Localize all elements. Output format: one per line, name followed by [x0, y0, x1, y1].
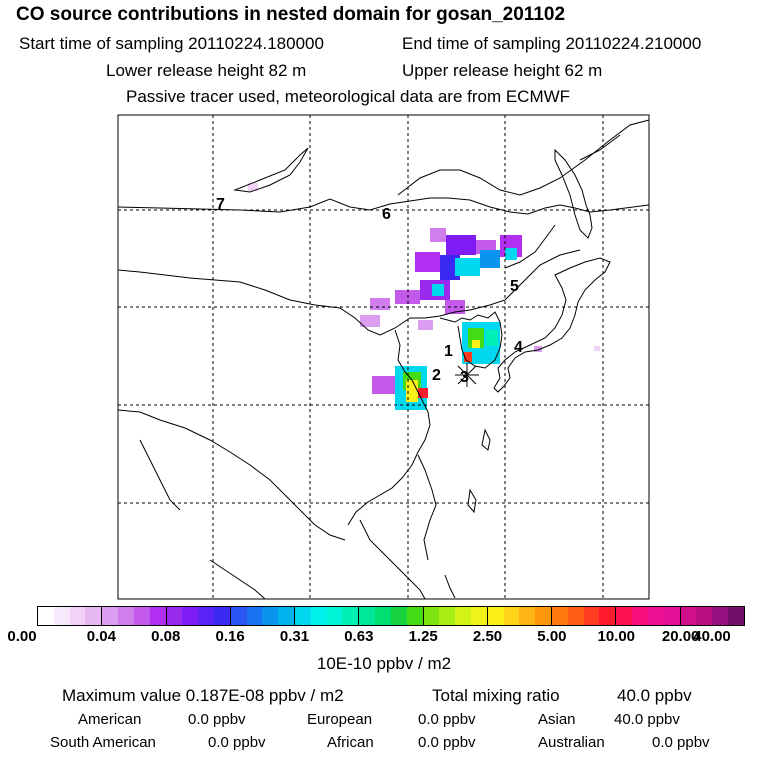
color-scale-tick-label: 0.00 — [7, 628, 37, 645]
region-label-4: 4 — [514, 339, 523, 356]
color-scale-segment — [567, 607, 584, 625]
african-value: 0.0 ppbv — [418, 734, 476, 751]
map-title: CO source contributions in nested domain… — [16, 4, 566, 25]
color-scale-segment — [727, 607, 744, 625]
australian-label: Australian — [538, 734, 605, 751]
color-scale-tick-label: 0.16 — [215, 628, 245, 645]
color-scale-segment — [85, 607, 103, 625]
color-scale-segment — [246, 607, 263, 625]
color-scale-segment — [69, 607, 86, 625]
color-scale-tick-label: 0.31 — [279, 628, 310, 645]
color-scale-segment — [487, 607, 504, 625]
color-scale-segment — [133, 607, 150, 625]
maximum-value-label: Maximum value 0.187E-08 ppbv / m2 — [62, 686, 344, 705]
color-scale-segment — [519, 607, 536, 625]
color-scale-segment — [470, 607, 488, 625]
asian-label: Asian — [538, 711, 576, 728]
color-scale-segment — [632, 607, 648, 625]
color-scale-segment — [342, 607, 360, 625]
start-time-label: Start time of sampling 20110224.180000 — [19, 34, 324, 53]
color-scale-segment — [455, 607, 471, 625]
color-scale-segment — [712, 607, 728, 625]
color-scale-tick-label: 2.50 — [472, 628, 503, 645]
region-label-6: 6 — [382, 206, 391, 223]
receptor-star-icon — [455, 363, 479, 387]
concentration-plume-korea — [462, 322, 600, 364]
color-scale-segment — [230, 607, 247, 625]
color-scale-segment — [166, 607, 183, 625]
end-time-label: End time of sampling 20110224.210000 — [402, 34, 702, 53]
color-scale-segment — [406, 607, 424, 625]
color-scale-segment — [599, 607, 617, 625]
region-label-2: 2 — [432, 367, 441, 384]
color-scale-segment — [118, 607, 134, 625]
lower-release-height-label: Lower release height 82 m — [106, 61, 307, 80]
color-scale-segment — [439, 607, 456, 625]
graticule — [118, 115, 649, 599]
region-label-1: 1 — [444, 343, 453, 360]
south-american-label: South American — [50, 734, 156, 751]
color-scale-segment — [696, 607, 713, 625]
region-label-7: 7 — [216, 196, 225, 213]
color-scale-segment — [295, 607, 311, 625]
color-scale-segment — [535, 607, 552, 625]
color-scale-segment — [182, 607, 199, 625]
color-scale-segment — [375, 607, 391, 625]
color-scale-bar — [37, 606, 745, 626]
tracer-note-label: Passive tracer used, meteorological data… — [126, 87, 571, 106]
color-scale-tick-label: 1.25 — [408, 628, 438, 645]
color-scale-tick-label: 0.08 — [151, 628, 181, 645]
color-scale-segment — [503, 607, 520, 625]
american-label: American — [78, 711, 142, 728]
color-scale-unit: 10E-10 ppbv / m2 — [316, 654, 452, 673]
color-scale-segment — [390, 607, 407, 625]
color-scale-segment — [102, 607, 119, 625]
color-scale-segment — [680, 607, 697, 625]
color-scale-segment — [647, 607, 664, 625]
color-scale-tick-label: 20.00 — [661, 628, 700, 645]
color-scale-tick-label: 0.63 — [344, 628, 374, 645]
color-scale-tick-label: 0.04 — [86, 628, 116, 645]
total-mixing-ratio-label: Total mixing ratio — [432, 686, 560, 705]
asian-value: 40.0 ppbv — [614, 711, 680, 728]
coastlines — [118, 119, 649, 599]
european-value: 0.0 ppbv — [418, 711, 476, 728]
color-scale-segment — [213, 607, 231, 625]
total-mixing-ratio-value: 40.0 ppbv — [617, 686, 692, 705]
color-scale-segment — [38, 607, 54, 625]
color-scale-segment — [359, 607, 376, 625]
color-scale-segment — [616, 607, 633, 625]
color-scale-tick-label: 5.00 — [537, 628, 567, 645]
european-label: European — [307, 711, 373, 728]
color-scale-segment — [262, 607, 279, 625]
concentration-plume-china-coast — [372, 366, 428, 410]
color-scale-segment — [423, 607, 440, 625]
color-scale-segment — [278, 607, 295, 625]
color-scale-segment — [326, 607, 343, 625]
color-scale-segment — [310, 607, 327, 625]
south-american-value: 0.0 ppbv — [208, 734, 266, 751]
color-scale-tick-label: 10.00 — [597, 628, 636, 645]
color-scale-segment — [53, 607, 70, 625]
australian-value: 0.0 ppbv — [652, 734, 710, 751]
american-value: 0.0 ppbv — [188, 711, 246, 728]
map-panel: 1 2 3 4 5 6 7 — [117, 114, 650, 600]
color-scale-segment — [552, 607, 568, 625]
color-scale-segment — [198, 607, 214, 625]
african-label: African — [327, 734, 374, 751]
color-scale-segment — [149, 607, 167, 625]
color-scale-segment — [663, 607, 681, 625]
upper-release-height-label: Upper release height 62 m — [402, 61, 603, 80]
map-frame — [117, 114, 650, 600]
color-scale-tick-label: 40.00 — [693, 628, 731, 645]
color-scale-segment — [583, 607, 600, 625]
region-label-5: 5 — [510, 278, 519, 295]
region-label-3: 3 — [460, 369, 469, 386]
